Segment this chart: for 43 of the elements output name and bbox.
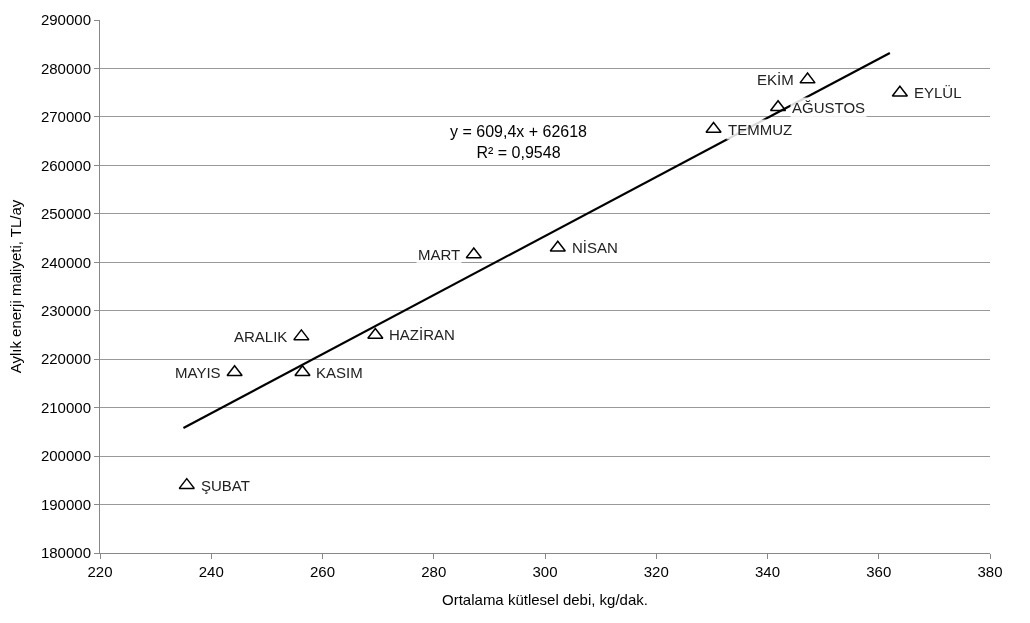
point (705, 121, 722, 134)
y-tick-label: 210000 (40, 398, 91, 416)
x-tick-label: 340 (754, 563, 781, 580)
y-tick-label: 190000 (40, 495, 91, 513)
x-tick-label: 320 (643, 563, 669, 580)
annotation: EYLÜL (914, 84, 962, 101)
y-axis-title: Aylık enerji maliyeti, TL/ay (7, 199, 25, 374)
annotation: y = 609,4x + 62618 R² = 0,9548 (450, 123, 588, 161)
y-tick-label: 260000 (40, 156, 91, 174)
point (293, 329, 310, 341)
annotation: AĞUSTOS (792, 99, 866, 116)
x-tick-label: 220 (87, 563, 113, 580)
y-tick-label: 230000 (40, 301, 91, 319)
x-tick-label: 380 (977, 563, 1003, 580)
annotation: MART (418, 246, 461, 263)
point (799, 72, 816, 84)
x-tick-label: 260 (309, 563, 336, 580)
x-tick-label: 300 (532, 563, 558, 580)
annotation: HAZİRAN (389, 326, 455, 343)
y-tick-label: 270000 (40, 108, 91, 126)
y-tick-label: 280000 (40, 59, 91, 77)
x-tick-label: 240 (198, 563, 224, 580)
x-axis-title: Ortalama kütlesel debi, kg/dak. (442, 591, 648, 608)
y-tick-label: 290000 (40, 11, 91, 29)
y-tick-label: 200000 (40, 447, 91, 465)
point (294, 365, 311, 377)
point (769, 99, 787, 112)
annotation: MAYIS (175, 364, 221, 381)
x-tick-label: 360 (866, 563, 892, 580)
annotation: ŞUBAT (201, 477, 250, 494)
annotation: NİSAN (572, 239, 618, 256)
y-tick-label: 250000 (40, 205, 91, 223)
y-tick-label: 180000 (40, 544, 91, 562)
annotation: EKİM (757, 71, 794, 88)
annotation: ARALIK (234, 328, 288, 345)
y-tick-label: 220000 (40, 350, 91, 368)
y-tick-label: 240000 (40, 253, 91, 271)
point (367, 327, 384, 339)
point (178, 477, 196, 490)
point (226, 365, 243, 377)
annotation: KASIM (316, 364, 363, 381)
x-tick-label: 280 (421, 563, 447, 580)
annotation: TEMMUZ (728, 121, 793, 138)
